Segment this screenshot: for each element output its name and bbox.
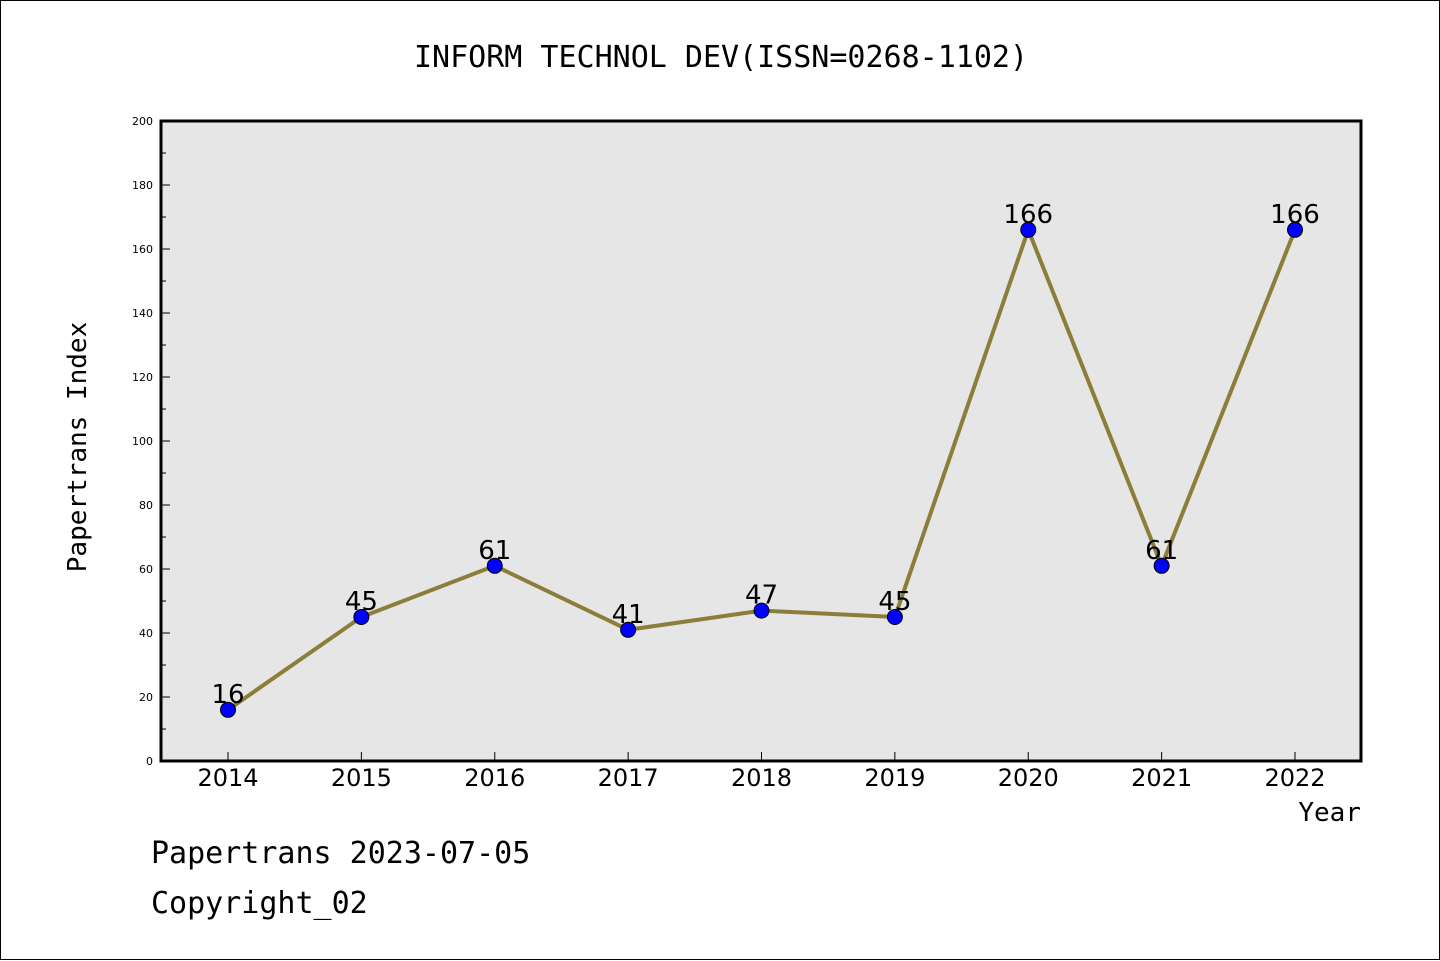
y-tick-label-180: 180	[132, 179, 153, 192]
data-labels: 16 45 61 41 47 45 166 61 166	[211, 200, 1319, 710]
x-tick-label-2021: 2021	[1131, 764, 1192, 792]
x-tick-label-2019: 2019	[864, 764, 925, 792]
data-label-2018: 47	[745, 581, 778, 611]
x-tick-label-2020: 2020	[998, 764, 1059, 792]
y-tick-label-100: 100	[132, 435, 153, 448]
x-axis-ticks: 2014 2015 2016 2017 2018 2019 2020 2021 2022	[197, 752, 1326, 792]
x-tick-label-2014: 2014	[197, 764, 258, 792]
data-label-2019: 45	[878, 587, 911, 617]
data-label-2014: 16	[211, 680, 244, 710]
x-axis-label: Year	[1298, 798, 1361, 828]
y-tick-label-200: 200	[132, 115, 153, 128]
data-point-2015	[353, 609, 370, 625]
y-tick-label-0: 0	[146, 755, 153, 768]
data-point-2018	[753, 602, 770, 619]
y-tick-label-160: 160	[132, 243, 153, 256]
data-point-2014	[220, 701, 236, 718]
data-point-2017	[620, 621, 637, 638]
data-point-2022	[1287, 221, 1303, 238]
y-tick-label-80: 80	[139, 499, 153, 512]
data-label-2020: 166	[1003, 200, 1053, 230]
x-tick-label-2016: 2016	[464, 764, 525, 792]
plot-frame	[159, 119, 1363, 763]
data-label-2022: 166	[1270, 200, 1320, 230]
footer-date: Papertrans 2023-07-05	[151, 836, 531, 871]
data-label-2021: 61	[1145, 536, 1178, 566]
data-point-2021	[1153, 557, 1170, 574]
y-tick-label-40: 40	[139, 627, 153, 640]
y-tick-label-20: 20	[139, 691, 153, 704]
plot-area	[161, 121, 1361, 761]
x-tick-label-2018: 2018	[731, 764, 792, 792]
data-point-2020	[1020, 221, 1037, 238]
x-tick-label-2015: 2015	[331, 764, 392, 792]
data-label-2017: 41	[612, 600, 645, 630]
x-tick-label-2017: 2017	[598, 764, 659, 792]
y-tick-label-60: 60	[139, 563, 153, 576]
y-axis-label: Papertrans Index	[63, 322, 93, 572]
data-label-2016: 61	[478, 536, 511, 566]
data-label-2015: 45	[345, 587, 378, 617]
chart-title: INFORM TECHNOL DEV(ISSN=0268-1102)	[414, 40, 1028, 75]
footer-copyright: Copyright_02	[151, 886, 368, 921]
data-point-2016	[486, 557, 503, 574]
y-tick-label-120: 120	[132, 371, 153, 384]
series-layer	[220, 221, 1303, 718]
data-point-2019	[886, 609, 903, 625]
x-tick-label-2022: 2022	[1264, 764, 1325, 792]
y-tick-label-140: 140	[132, 307, 153, 320]
